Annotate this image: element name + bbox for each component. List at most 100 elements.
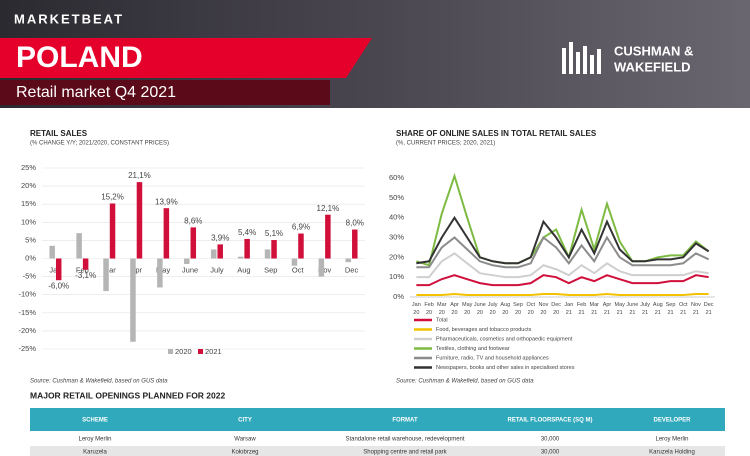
x-tick-label: Jan 20 [412,302,421,316]
y-tick-label: -20% [18,326,36,335]
brand: MARKETBEAT [14,11,124,26]
x-tick-label: Mar 21 [590,302,600,316]
logo: CUSHMAN & WAKEFIELD [562,42,693,74]
y-tick-label: 30% [389,232,404,241]
data-label: -6,0% [48,281,69,290]
page-subtitle: Retail market Q4 2021 [16,84,176,101]
x-tick-label: June 20 [474,302,486,316]
x-tick-label: Apr 20 [450,302,459,316]
legend-label: Newspapers, books and other sales in spe… [436,365,575,371]
y-tick-label: 0% [393,292,404,301]
x-tick-label: Oct 21 [679,302,688,316]
bar [325,214,331,259]
data-label: 21,1% [128,171,151,180]
chart-title: SHARE OF ONLINE SALES IN TOTAL RETAIL SA… [396,129,597,138]
y-tick-label: 10% [21,217,36,226]
bar [345,258,352,263]
series-line [416,252,709,279]
table-cell: Karuzela Holding [649,450,695,456]
data-label: 5,1% [265,229,283,238]
table-header-cell: SCHEME [82,418,108,424]
source: Source: Cushman & Wakefield, based on GU… [396,379,534,385]
source: Source: Cushman & Wakefield, based on GU… [30,379,168,385]
bar [76,233,82,259]
x-tick-label: Oct 20 [526,302,535,316]
y-tick-label: 10% [389,272,404,281]
bar [352,229,358,259]
bar [264,249,271,259]
bar [103,258,109,292]
bar [210,249,217,259]
bar [163,208,170,259]
table-cell: Standalone retail warehouse, redevelopme… [345,437,464,443]
x-tick-label: Apr [130,265,142,274]
y-tick-label: -5% [23,272,37,281]
bar [244,238,250,259]
legend-label: Pharmaceuticals, cosmetics and orthopaed… [436,336,573,342]
bar [217,244,223,259]
x-tick-label: May 21 [614,302,625,316]
bar [271,240,277,259]
table-cell: 30,000 [541,450,560,456]
bar [291,258,298,266]
y-tick-label: 15% [21,199,36,208]
chart-title: RETAIL SALES [30,129,88,138]
x-tick-label: Jan 21 [564,302,573,316]
x-tick-label: July 21 [640,302,650,316]
x-tick-label: Nov [318,265,332,274]
bar [55,258,62,281]
bar [190,227,197,259]
table-header-cell: RETAIL FLOORSPACE (SQ M) [508,418,593,424]
series-line [416,293,709,297]
x-tick-label: Nov 20 [539,302,549,316]
x-tick-label: Sep [264,265,277,274]
bar [109,203,116,259]
x-tick-label: Aug [237,265,250,274]
chart-subtitle: (% CHANGE Y/Y; 2021/2020, CONSTANT PRICE… [30,141,169,147]
legend-label: Textiles, clothing and footwear [436,346,510,352]
bar [82,258,89,270]
table-header-cell: FORMAT [392,418,418,424]
x-tick-label: Nov 21 [691,302,701,316]
y-tick-label: -10% [18,290,36,299]
x-tick-label: Feb 20 [424,302,433,316]
x-tick-label: Feb 21 [577,302,586,316]
y-tick-label: 60% [389,173,404,182]
bar [130,258,136,342]
data-label: 8,6% [184,216,202,225]
series-line [416,215,710,265]
x-tick-label: July [210,265,224,274]
bar [136,182,143,259]
bar [318,258,325,277]
subtitle-band [0,80,330,105]
table-cell: 30,000 [541,437,560,443]
table-header-cell: CITY [238,418,252,424]
chart-subtitle: (%, CURRENT PRICES; 2020, 2021) [396,141,495,147]
logo-text: WAKEFIELD [614,59,691,74]
data-label: -3,1% [75,271,96,280]
legend-swatch [168,349,173,354]
x-tick-label: Mar [103,265,116,274]
y-tick-label: -25% [18,344,36,353]
data-label: 12,1% [317,204,340,213]
table-header [30,408,725,431]
table-header-cell: DEVELOPER [653,418,691,424]
legend-label: 2021 [205,347,222,356]
x-tick-label: June [182,265,198,274]
legend-label: Furniture, radio, TV and household appli… [436,355,549,361]
bar [298,233,304,259]
data-label: 6,9% [292,223,310,232]
x-tick-label: Dec 21 [704,302,714,316]
y-tick-label: 5% [25,235,36,244]
x-tick-label: Sep 20 [513,302,523,316]
legend-label: Food, beverages and tobacco products [436,327,532,333]
x-tick-label: Feb [76,265,89,274]
data-label: 3,9% [211,233,229,242]
bar [49,245,55,259]
y-tick-label: -15% [18,308,36,317]
page-title: POLAND [16,41,143,74]
table-cell: Kołobrzeg [231,450,258,456]
series-line [416,172,710,267]
x-tick-label: Jan [49,265,61,274]
